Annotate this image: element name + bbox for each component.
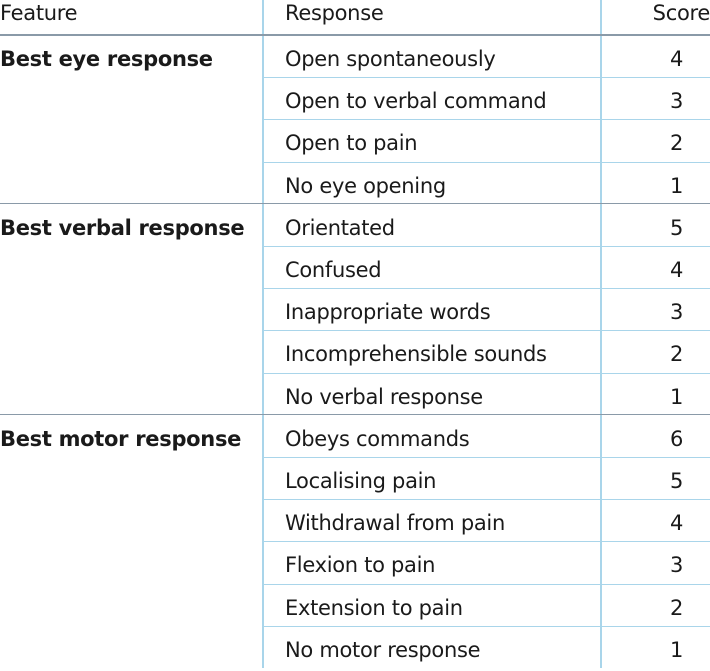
row-divider	[262, 372, 710, 374]
score-cell: 6	[669, 426, 683, 451]
score-cell: 2	[669, 131, 683, 156]
response-cell: Inappropriate words	[285, 300, 491, 325]
response-cell: Extension to pain	[285, 595, 463, 620]
column-divider	[600, 0, 602, 668]
row-divider	[262, 499, 710, 501]
score-cell: 4	[669, 258, 683, 282]
score-cell: 3	[669, 89, 683, 114]
response-cell: Obeys commands	[285, 426, 470, 451]
header-cell: Feature	[0, 1, 78, 25]
group-divider	[0, 202, 710, 205]
header-cell: Score	[652, 1, 710, 25]
feature-cell: Best eye response	[0, 47, 213, 71]
row-divider	[262, 77, 710, 79]
response-cell: Open to verbal command	[285, 89, 547, 114]
response-cell: Open to pain	[285, 131, 418, 156]
row-divider	[262, 246, 710, 247]
score-cell: 4	[669, 47, 683, 71]
score-cell: 3	[669, 300, 683, 325]
group-divider	[0, 413, 710, 416]
row-divider	[262, 288, 710, 290]
response-cell: Withdrawal from pain	[285, 511, 505, 536]
response-cell: Flexion to pain	[285, 553, 436, 578]
row-divider	[262, 457, 710, 458]
feature-cell: Best verbal response	[0, 215, 245, 240]
response-cell: Orientated	[285, 215, 395, 240]
column-divider	[262, 0, 264, 668]
response-cell: Open spontaneously	[285, 47, 496, 71]
score-cell: 1	[669, 384, 683, 409]
row-divider	[262, 541, 710, 543]
response-cell: No eye opening	[285, 173, 446, 198]
row-divider	[262, 625, 710, 627]
score-cell: 5	[669, 469, 683, 493]
response-cell: Incomprehensible sounds	[285, 342, 547, 367]
score-cell: 1	[669, 173, 683, 198]
score-cell: 1	[669, 637, 683, 662]
row-divider	[262, 119, 710, 121]
score-cell: 2	[669, 342, 683, 367]
score-cell: 2	[669, 595, 683, 620]
score-cell: 5	[669, 215, 683, 240]
response-cell: No verbal response	[285, 384, 483, 409]
group-divider	[0, 34, 710, 36]
header-cell: Response	[285, 1, 384, 25]
score-cell: 3	[669, 553, 683, 578]
response-cell: Confused	[285, 258, 382, 282]
response-cell: Localising pain	[285, 469, 437, 493]
response-cell: No motor response	[285, 637, 481, 662]
row-divider	[262, 583, 710, 585]
score-cell: 4	[669, 511, 683, 536]
row-divider	[262, 330, 710, 332]
row-divider	[262, 161, 710, 163]
feature-cell: Best motor response	[0, 426, 242, 451]
